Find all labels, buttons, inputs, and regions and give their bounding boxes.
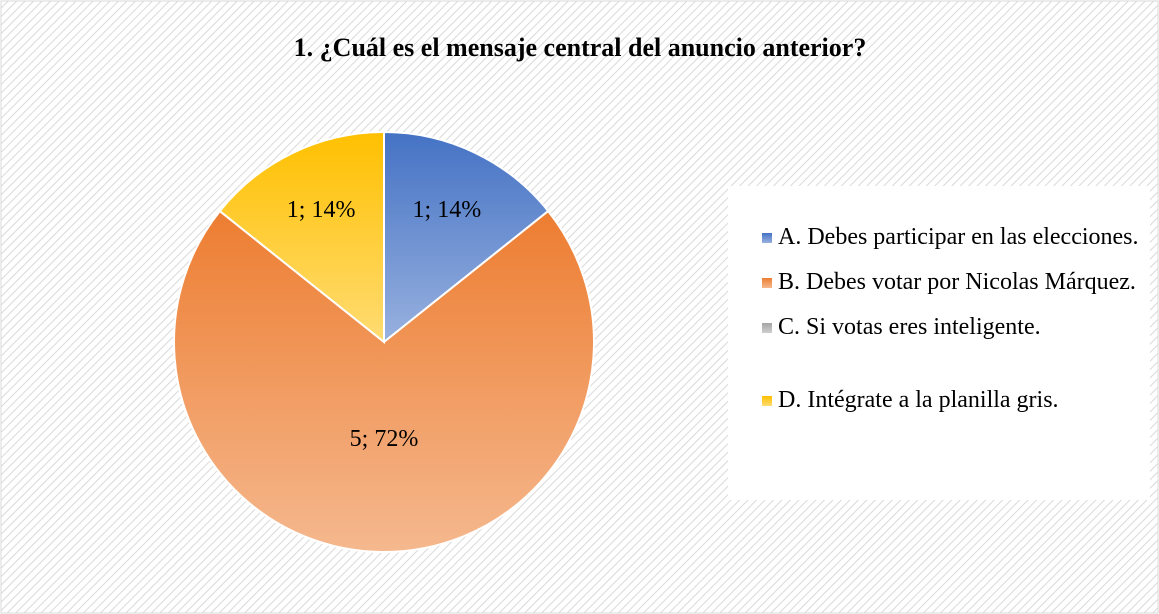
chart-title: 1. ¿Cuál es el mensaje central del anunc… <box>294 33 867 62</box>
legend-label: A. Debes participar en las elecciones. <box>778 224 1139 250</box>
legend-item: C. Si votas eres inteligente. <box>762 314 1148 341</box>
data-label: 1; 14% <box>413 197 482 223</box>
legend-item: D. Intégrate a la planilla gris. <box>762 387 1148 414</box>
legend-item: B. Debes votar por Nicolas Márquez. <box>762 269 1148 296</box>
pie-slice <box>173 209 595 553</box>
legend-item: A. Debes participar en las elecciones. <box>762 224 1148 251</box>
data-label: 1; 14% <box>287 197 356 223</box>
pie-slice <box>218 130 385 345</box>
legend-swatch <box>762 233 772 243</box>
legend-label: B. Debes votar por Nicolas Márquez. <box>778 269 1136 295</box>
legend-swatch <box>762 323 772 333</box>
legend-label: C. Si votas eres inteligente. <box>778 314 1041 340</box>
legend: A. Debes participar en las elecciones. B.… <box>728 186 1150 500</box>
data-label: 5; 72% <box>350 426 419 452</box>
legend-swatch <box>762 278 772 288</box>
pie-slice <box>383 130 550 345</box>
legend-swatch <box>762 396 772 406</box>
legend-label: D. Intégrate a la planilla gris. <box>778 387 1059 413</box>
